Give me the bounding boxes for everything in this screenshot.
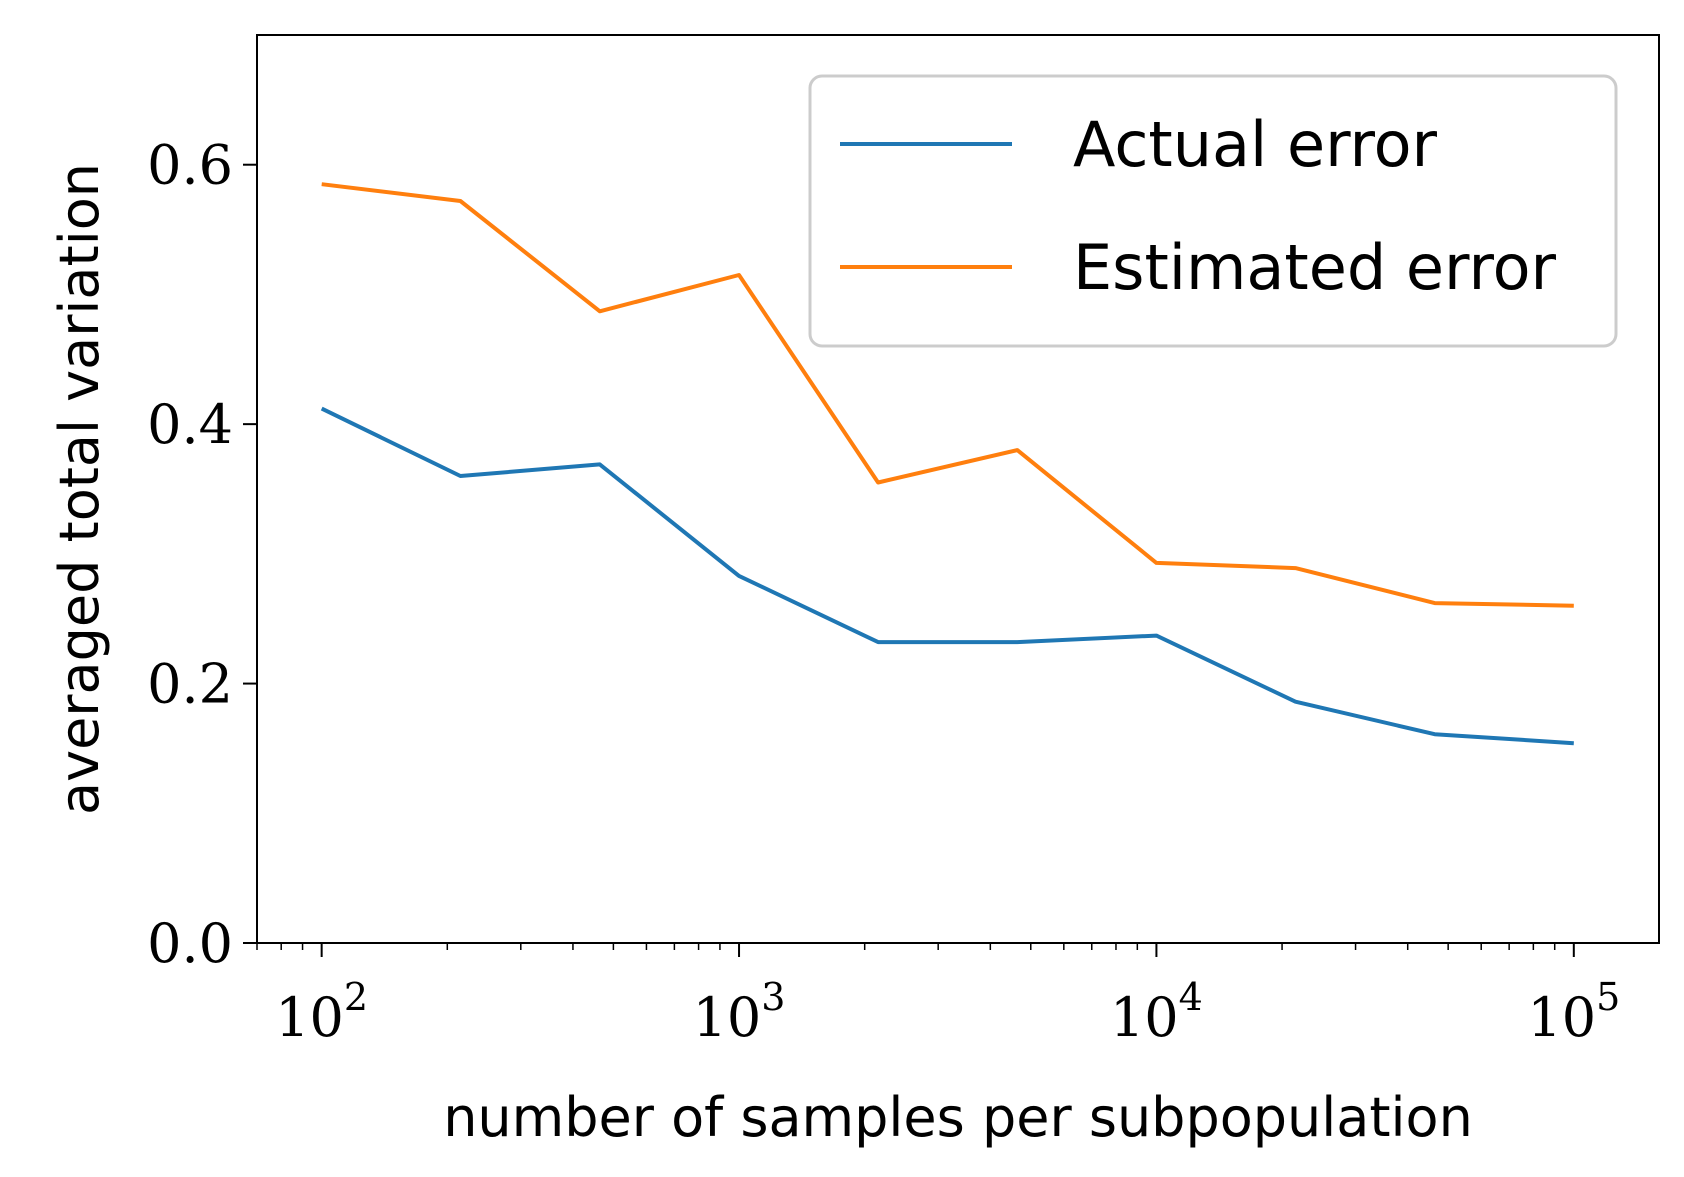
series-lines bbox=[320, 182, 1574, 746]
legend-label-estimated-error: Estimated error bbox=[1073, 231, 1557, 304]
y-axis-title: averaged total variation bbox=[48, 163, 111, 815]
y-tick-label: 0.4 bbox=[147, 393, 233, 456]
legend-label-actual-error: Actual error bbox=[1073, 108, 1438, 181]
x-tick-label: 105 bbox=[1527, 975, 1620, 1049]
x-axis-title: number of samples per subpopulation bbox=[443, 1086, 1473, 1149]
x-minor-ticks bbox=[256, 943, 1556, 950]
x-tick-label: 104 bbox=[1110, 975, 1203, 1049]
y-tick-label: 0.0 bbox=[147, 912, 233, 975]
x-axis-ticks: 102 103 104 105 bbox=[275, 943, 1620, 1049]
x-tick-label: 102 bbox=[275, 975, 368, 1049]
y-tick-label: 0.2 bbox=[147, 653, 233, 716]
plot-frame bbox=[256, 34, 1660, 944]
y-tick-label: 0.6 bbox=[147, 134, 233, 197]
y-axis-ticks: 0.0 0.2 0.4 0.6 bbox=[147, 134, 257, 975]
series-line-actual-error bbox=[320, 406, 1574, 746]
x-tick-label: 103 bbox=[693, 975, 786, 1049]
series-line-estimated-error bbox=[321, 182, 1574, 608]
legend: Actual error Estimated error bbox=[808, 74, 1618, 348]
